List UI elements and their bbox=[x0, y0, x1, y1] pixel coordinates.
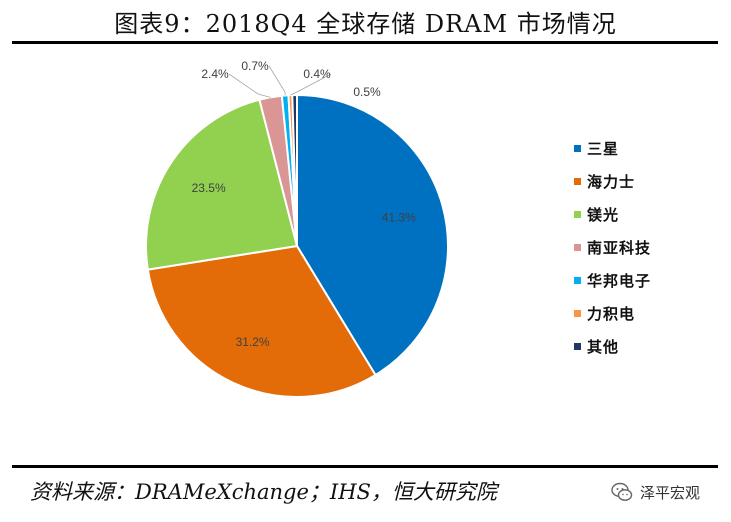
data-label-winbond: 0.7% bbox=[241, 59, 269, 73]
legend: 三星海力士镁光南亚科技华邦电子力积电其他 bbox=[574, 132, 651, 363]
pie-chart: 41.3% 31.2% 23.5% 2.4% 0.7% 0.4% 0.5% bbox=[145, 59, 449, 398]
slice-samsung bbox=[296, 93, 449, 377]
legend-swatch-micron bbox=[574, 211, 581, 218]
slice-others bbox=[291, 93, 298, 247]
legend-item-nanya: 南亚科技 bbox=[574, 231, 651, 264]
data-label-others: 0.5% bbox=[353, 85, 381, 99]
legend-swatch-samsung bbox=[574, 145, 581, 152]
legend-item-samsung: 三星 bbox=[574, 132, 651, 165]
legend-item-micron: 镁光 bbox=[574, 198, 651, 231]
legend-swatch-winbond bbox=[574, 277, 581, 284]
legend-label-others: 其他 bbox=[587, 338, 620, 356]
legend-swatch-psmc bbox=[574, 310, 581, 317]
watermark-label: 泽平宏观 bbox=[640, 483, 701, 502]
leader-line-psmc bbox=[290, 73, 332, 96]
watermark: 泽平宏观 bbox=[610, 480, 700, 504]
legend-item-winbond: 华邦电子 bbox=[574, 264, 651, 297]
data-label-psmc: 0.4% bbox=[303, 67, 331, 81]
legend-swatch-hynix bbox=[574, 178, 581, 185]
data-label-hynix: 31.2% bbox=[236, 335, 270, 349]
legend-label-winbond: 华邦电子 bbox=[587, 272, 652, 290]
leader-line-winbond bbox=[268, 65, 286, 96]
bottom-rule bbox=[12, 465, 718, 468]
slice-micron bbox=[145, 98, 299, 271]
slice-hynix bbox=[146, 244, 377, 398]
legend-item-others: 其他 bbox=[574, 330, 651, 363]
chart-title: 图表9：2018Q4 全球存储 DRAM 市场情况 bbox=[114, 10, 617, 38]
legend-swatch-others bbox=[574, 343, 581, 350]
data-label-nanya: 2.4% bbox=[201, 67, 229, 81]
legend-label-micron: 镁光 bbox=[587, 206, 620, 224]
legend-label-psmc: 力积电 bbox=[587, 305, 636, 323]
leader-line-nanya bbox=[228, 73, 271, 98]
legend-label-hynix: 海力士 bbox=[587, 173, 636, 191]
wechat-logo-icon bbox=[611, 482, 633, 501]
legend-label-nanya: 南亚科技 bbox=[587, 239, 652, 257]
data-label-micron: 23.5% bbox=[192, 181, 226, 195]
legend-swatch-nanya bbox=[574, 244, 581, 251]
top-rule bbox=[12, 41, 718, 44]
data-label-samsung: 41.3% bbox=[382, 210, 416, 224]
legend-label-samsung: 三星 bbox=[587, 140, 620, 158]
legend-item-psmc: 力积电 bbox=[574, 297, 651, 330]
source-note: 资料来源：DRAMeXchange；IHS，恒大研究院 bbox=[30, 480, 497, 504]
legend-item-hynix: 海力士 bbox=[574, 165, 651, 198]
